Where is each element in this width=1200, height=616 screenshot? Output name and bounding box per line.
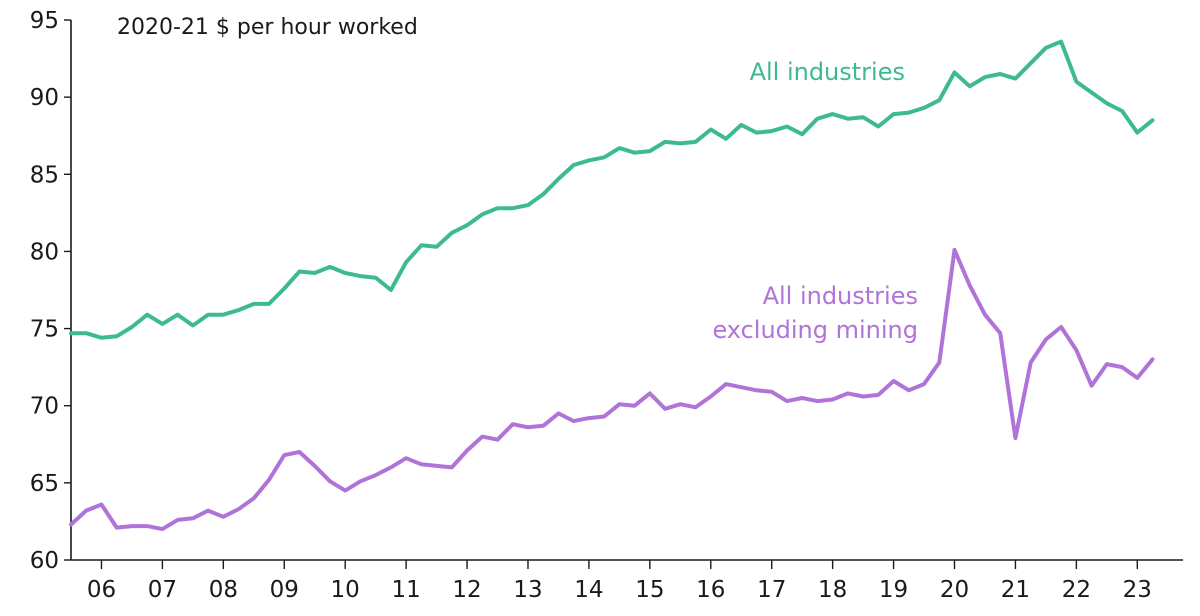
y-tick-label: 80	[30, 239, 59, 265]
x-tick-label: 16	[696, 577, 725, 603]
x-tick-label: 22	[1062, 577, 1091, 603]
x-tick-label: 10	[331, 577, 360, 603]
series-line-all-industries	[69, 39, 1155, 340]
x-axis-ticks: 06 07 08 09 10 11 12 13 14 15 16 17 18 19 20 21 22 23	[87, 560, 1152, 603]
series-lines	[69, 39, 1155, 532]
x-tick-label: 17	[757, 577, 786, 603]
x-tick-label: 12	[452, 577, 481, 603]
legend-label-excluding-mining: All industries excluding mining	[712, 282, 918, 344]
x-tick-label: 20	[940, 577, 969, 603]
x-tick-label: 14	[574, 577, 603, 603]
series-line-excluding-mining	[69, 247, 1155, 532]
y-tick-label: 85	[30, 162, 59, 188]
legend-label-line: excluding mining	[712, 316, 918, 344]
x-tick-label: 19	[879, 577, 908, 603]
x-tick-label: 15	[635, 577, 664, 603]
unit-label: 2020-21 $ per hour worked	[117, 15, 418, 40]
x-tick-label: 18	[818, 577, 847, 603]
x-tick-label: 23	[1123, 577, 1152, 603]
x-tick-label: 21	[1001, 577, 1030, 603]
y-tick-label: 65	[30, 471, 59, 497]
y-tick-label: 60	[30, 548, 59, 574]
x-tick-label: 07	[148, 577, 177, 603]
x-tick-label: 13	[513, 577, 542, 603]
legend-label-all-industries: All industries	[750, 58, 905, 86]
x-tick-label: 06	[87, 577, 116, 603]
y-axis-ticks: 60 65 70 75 80 85 90 95	[30, 8, 71, 574]
y-tick-label: 75	[30, 317, 59, 343]
x-tick-label: 08	[209, 577, 238, 603]
y-tick-label: 90	[30, 85, 59, 111]
x-tick-label: 11	[391, 577, 420, 603]
legend-label-line: All industries	[763, 282, 918, 310]
y-tick-label: 70	[30, 394, 59, 420]
axes	[70, 20, 1183, 561]
x-tick-label: 09	[270, 577, 299, 603]
y-tick-label: 95	[30, 8, 59, 34]
